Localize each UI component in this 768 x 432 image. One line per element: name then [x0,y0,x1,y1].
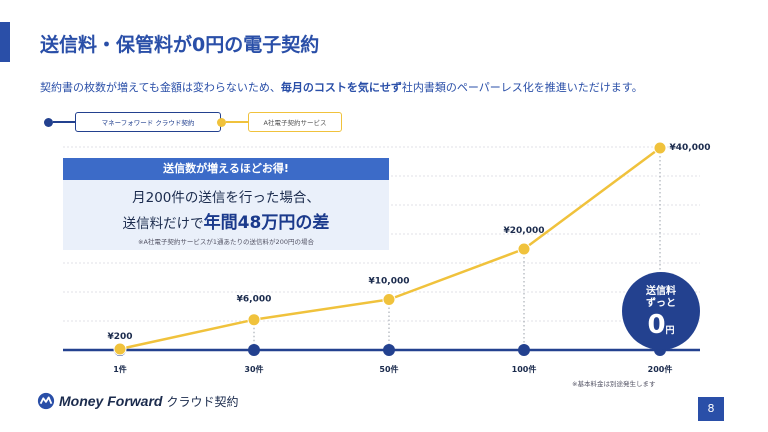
legend-marker-navy [44,117,53,127]
data-point-money-forward [383,344,395,356]
legend-item-a-company: A社電子契約サービス [217,112,342,132]
data-point-a-company [517,242,531,256]
x-tick-label: 100件 [512,364,537,374]
data-point-a-company [382,293,396,306]
logo-product: クラウド契約 [166,394,239,409]
chart-labels: ¥200 ¥6,000 ¥10,000 ¥20,000 ¥40,000 1件 30件 50件 1… [107,143,710,374]
savings-callout: 送信数が増えるほどお得! 月200件の送信を行った場合、 送信料だけで年間48万… [63,158,389,250]
callout-line-2-pre: 送信料だけで [122,216,204,232]
callout-note: ※A社電子契約サービスが1通あたりの送信料が200円の場合 [138,238,314,246]
callout-line-2: 送信料だけで年間48万円の差 [63,208,389,233]
zero-fee-badge: 送信料 ずっと 0円 [622,272,700,350]
x-tick-label: 1件 [113,364,127,374]
data-label: ¥20,000 [504,226,545,236]
data-label: ¥6,000 [237,295,272,305]
callout-heading: 送信数が増えるほどお得! [63,158,389,180]
x-tick-label: 30件 [244,364,263,374]
x-tick-label: 200件 [648,364,673,374]
legend-line-yellow [226,121,248,123]
logo-brand: Money Forward [59,393,163,409]
data-point-money-forward [248,344,260,356]
data-point-a-company [247,313,261,327]
money-forward-logo: Money Forward クラウド契約 [37,392,238,410]
subtitle-pre: 契約書の枚数が増えても金額は変わらないため、 [40,81,281,94]
badge-unit: 円 [665,326,675,336]
subtitle-post: 社内書類のペーパーレス化を推進いただけます。 [401,81,643,94]
page-subtitle: 契約書の枚数が増えても金額は変わらないため、毎月のコストを気にせず社内書類のペー… [40,79,643,95]
legend-label-a-company: A社電子契約サービス [248,112,342,132]
x-tick-label: 50件 [379,364,398,374]
data-point-a-company [113,342,127,356]
footnote: ※基本料金は別途発生します [572,380,656,388]
badge-line-1: 送信料 [646,286,676,297]
title-accent-bar [0,22,10,62]
legend-marker-yellow [217,117,226,127]
callout-savings-amount: 年間48万円の差 [203,213,330,233]
legend-line-navy [53,121,75,123]
data-label: ¥40,000 [670,143,711,153]
page-number: 8 [698,397,724,421]
badge-value: 0 [647,310,666,340]
subtitle-bold: 毎月のコストを気にせず [280,81,402,94]
badge-line-2: ずっと [646,298,676,309]
data-label: ¥10,000 [369,277,410,287]
data-point-money-forward [518,344,530,356]
money-forward-logo-icon [37,392,55,410]
data-label: ¥200 [107,332,132,342]
page-title: 送信料・保管料が0円の電子契約 [40,34,320,56]
data-point-a-company [653,141,667,155]
callout-line-1: 月200件の送信を行った場合、 [132,190,320,206]
